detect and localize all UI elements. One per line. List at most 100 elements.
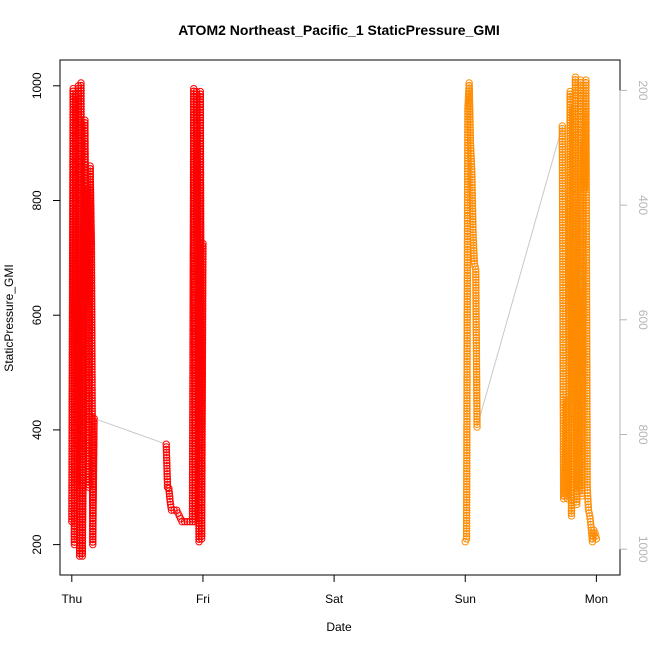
data-point <box>70 530 79 538</box>
data-point <box>162 453 171 462</box>
data-point <box>468 181 476 189</box>
data-point <box>90 443 98 452</box>
data-point <box>197 272 205 280</box>
data-point <box>89 464 98 473</box>
data-point <box>198 485 206 493</box>
data-point <box>469 239 478 247</box>
data-point <box>88 295 96 303</box>
data-point <box>463 365 471 374</box>
data-point <box>198 464 206 472</box>
data-point <box>465 79 473 87</box>
data-point <box>87 240 96 248</box>
data-point <box>469 228 477 236</box>
data-point <box>88 404 96 413</box>
data-point <box>473 389 481 397</box>
data-point <box>472 286 480 295</box>
data-point <box>70 504 79 512</box>
data-point <box>558 182 567 190</box>
data-point <box>196 173 205 182</box>
data-point <box>198 514 206 522</box>
data-point <box>196 111 205 119</box>
data-point <box>198 438 206 446</box>
data-point <box>77 100 85 108</box>
data-point <box>472 368 481 376</box>
data-point <box>463 485 471 494</box>
data-point <box>463 300 471 308</box>
data-point <box>463 360 471 368</box>
data-point <box>87 226 95 235</box>
data-point <box>198 328 207 337</box>
data-point <box>87 276 96 285</box>
data-point <box>163 472 171 481</box>
data-point <box>198 326 207 334</box>
data-point <box>90 438 98 446</box>
data-point <box>81 121 89 130</box>
data-point <box>77 110 85 119</box>
data-point <box>89 490 98 499</box>
data-point <box>78 518 87 526</box>
data-point <box>469 233 477 242</box>
data-point <box>473 399 481 408</box>
data-point <box>463 389 471 397</box>
data-point <box>558 132 567 141</box>
data-point <box>463 441 471 449</box>
data-point <box>468 199 477 208</box>
data-point <box>196 113 205 122</box>
data-point <box>70 499 79 507</box>
data-point <box>78 531 87 539</box>
data-point <box>86 173 95 181</box>
data-point <box>196 204 205 213</box>
data-point <box>90 419 98 428</box>
data-point <box>87 284 96 292</box>
data-point <box>463 459 471 467</box>
data-point <box>463 337 471 345</box>
data-point <box>472 302 480 310</box>
data-point <box>471 262 479 271</box>
data-point <box>77 102 85 111</box>
data-point <box>78 528 87 537</box>
data-point <box>197 282 205 291</box>
data-point <box>198 349 207 357</box>
data-point <box>87 202 95 210</box>
data-point <box>463 256 472 264</box>
data-point <box>199 252 207 261</box>
data-point <box>87 287 96 295</box>
data-point <box>196 100 205 109</box>
data-point <box>196 168 205 176</box>
data-point <box>473 412 481 421</box>
data-point <box>463 370 471 379</box>
data-point <box>81 168 90 177</box>
data-point <box>463 449 471 457</box>
data-point <box>465 81 473 90</box>
data-point <box>463 329 471 337</box>
data-point <box>167 506 176 514</box>
data-point <box>469 241 478 250</box>
data-point <box>463 196 472 204</box>
data-point <box>472 333 481 342</box>
data-point <box>90 448 98 457</box>
data-point <box>88 410 96 418</box>
data-point <box>463 342 471 350</box>
data-point <box>162 443 171 451</box>
data-point <box>77 105 85 113</box>
data-point <box>70 496 79 505</box>
data-point <box>466 108 474 116</box>
data-point <box>463 326 471 335</box>
data-point <box>473 391 481 400</box>
data-point <box>466 121 474 129</box>
data-point <box>79 510 87 518</box>
data-point <box>89 514 97 523</box>
data-point <box>88 391 96 400</box>
data-point <box>166 500 175 509</box>
data-point <box>197 215 205 223</box>
data-point <box>165 487 173 495</box>
data-point <box>87 271 96 279</box>
data-point <box>466 115 474 124</box>
data-point <box>198 506 206 514</box>
data-point <box>466 126 474 134</box>
data-point <box>198 475 206 483</box>
data-point <box>70 517 79 525</box>
data-point <box>86 170 94 178</box>
pressure-trace <box>71 77 597 557</box>
data-point <box>90 422 98 431</box>
